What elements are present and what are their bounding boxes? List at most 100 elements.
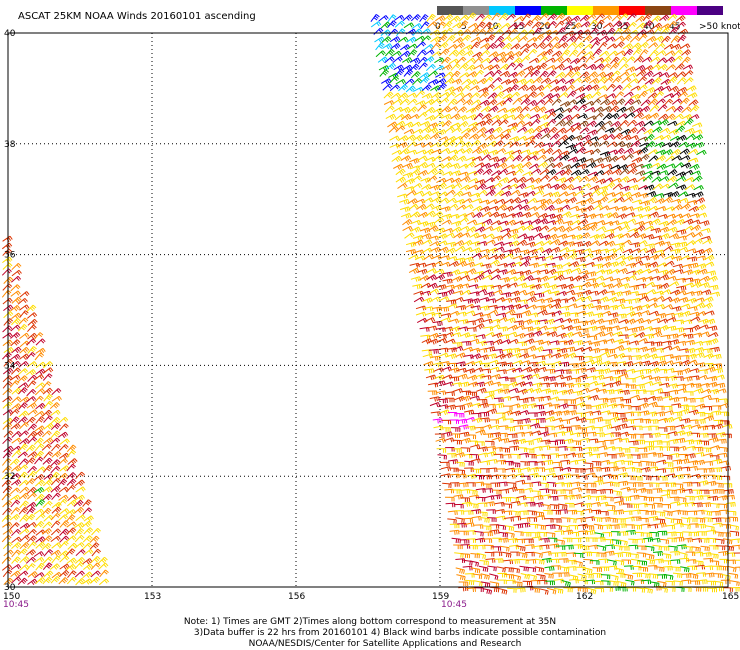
wind-barb <box>714 374 725 380</box>
wind-barb <box>601 419 611 425</box>
wind-barb <box>689 324 701 331</box>
wind-barb <box>456 56 467 64</box>
wind-barb <box>459 20 469 29</box>
wind-barb <box>409 211 421 218</box>
wind-barb <box>553 56 564 63</box>
wind-barb <box>580 183 592 190</box>
wind-barb <box>520 424 531 430</box>
wind-barb <box>652 235 663 241</box>
wind-barb <box>451 78 463 85</box>
wind-barb <box>510 403 521 409</box>
wind-barb <box>598 348 609 353</box>
wind-barb <box>497 269 508 275</box>
wind-barb <box>689 114 700 120</box>
wind-barb <box>570 169 582 176</box>
wind-barb <box>596 545 607 552</box>
wind-barb <box>11 437 22 444</box>
wind-barb <box>615 50 626 57</box>
wind-barb <box>647 401 658 408</box>
wind-barb <box>19 535 30 543</box>
wind-barb <box>438 197 449 204</box>
wind-barb <box>727 565 737 573</box>
wind-barb <box>571 331 583 337</box>
wind-barb <box>400 106 411 113</box>
wind-barb <box>564 78 576 85</box>
wind-barb <box>517 35 528 43</box>
wind-barb <box>498 119 509 127</box>
wind-barb <box>562 482 573 488</box>
wind-barb <box>621 405 632 410</box>
wind-barb <box>441 64 453 71</box>
wind-barb <box>710 510 721 516</box>
wind-barb <box>399 98 410 106</box>
wind-barb <box>464 579 475 586</box>
wind-barb <box>489 573 499 581</box>
wind-barb <box>42 500 53 508</box>
wind-barb <box>613 246 625 253</box>
wind-barb <box>525 241 536 248</box>
wind-barb <box>429 191 441 197</box>
wind-barb <box>416 317 428 324</box>
wind-barb <box>684 339 696 346</box>
wind-barb <box>513 62 524 71</box>
wind-barb <box>539 168 550 176</box>
wind-barb <box>549 403 560 409</box>
longitude-label: 153 <box>144 592 161 602</box>
wind-barb <box>34 443 45 452</box>
wind-barb <box>459 232 471 238</box>
wind-barb <box>657 580 667 587</box>
wind-barb <box>507 324 519 331</box>
wind-barb <box>522 482 533 488</box>
wind-barb <box>531 225 542 232</box>
wind-barb <box>706 375 718 382</box>
wind-barb <box>648 112 660 119</box>
wind-barb <box>405 134 416 141</box>
wind-barb <box>619 340 631 346</box>
wind-barb <box>523 235 535 242</box>
wind-barb <box>546 268 557 275</box>
wind-barb <box>677 91 688 99</box>
wind-barb <box>442 271 453 277</box>
wind-barb <box>664 56 676 64</box>
wind-barb <box>530 118 541 126</box>
longitude-label: 150 <box>3 592 20 602</box>
wind-barb <box>574 190 585 196</box>
wind-barb <box>534 292 545 298</box>
wind-barb <box>42 437 54 444</box>
wind-barb <box>26 402 38 409</box>
wind-barb <box>66 463 76 472</box>
wind-barb <box>553 113 564 121</box>
wind-barb <box>500 545 510 552</box>
wind-barb <box>2 283 13 291</box>
wind-barb <box>530 168 542 175</box>
wind-barb <box>385 62 397 70</box>
wind-barb <box>621 559 631 565</box>
wind-barb <box>444 184 456 190</box>
wind-barb <box>571 494 582 500</box>
wind-barb <box>467 381 479 388</box>
wind-barb <box>43 473 54 480</box>
wind-barb <box>555 13 566 21</box>
wind-barb <box>640 319 652 325</box>
wind-barb <box>478 254 490 260</box>
wind-barb <box>575 402 586 408</box>
wind-barb <box>549 36 560 44</box>
wind-barb <box>400 50 411 57</box>
wind-barb <box>453 190 464 197</box>
legend-label: >50 knots <box>699 22 740 32</box>
wind-barb <box>507 22 519 30</box>
wind-barb <box>521 269 532 276</box>
wind-barb <box>663 416 675 423</box>
wind-barb <box>82 499 92 507</box>
wind-barb <box>639 255 650 261</box>
wind-barb <box>519 48 530 56</box>
wind-barb <box>90 556 101 564</box>
legend-swatch <box>463 6 489 15</box>
wind-barb <box>477 446 488 452</box>
wind-barb <box>460 84 471 93</box>
wind-barb <box>695 310 707 317</box>
wind-barb <box>508 240 520 247</box>
wind-barb <box>708 495 719 501</box>
wind-barb <box>462 44 474 51</box>
wind-barb <box>681 56 691 65</box>
